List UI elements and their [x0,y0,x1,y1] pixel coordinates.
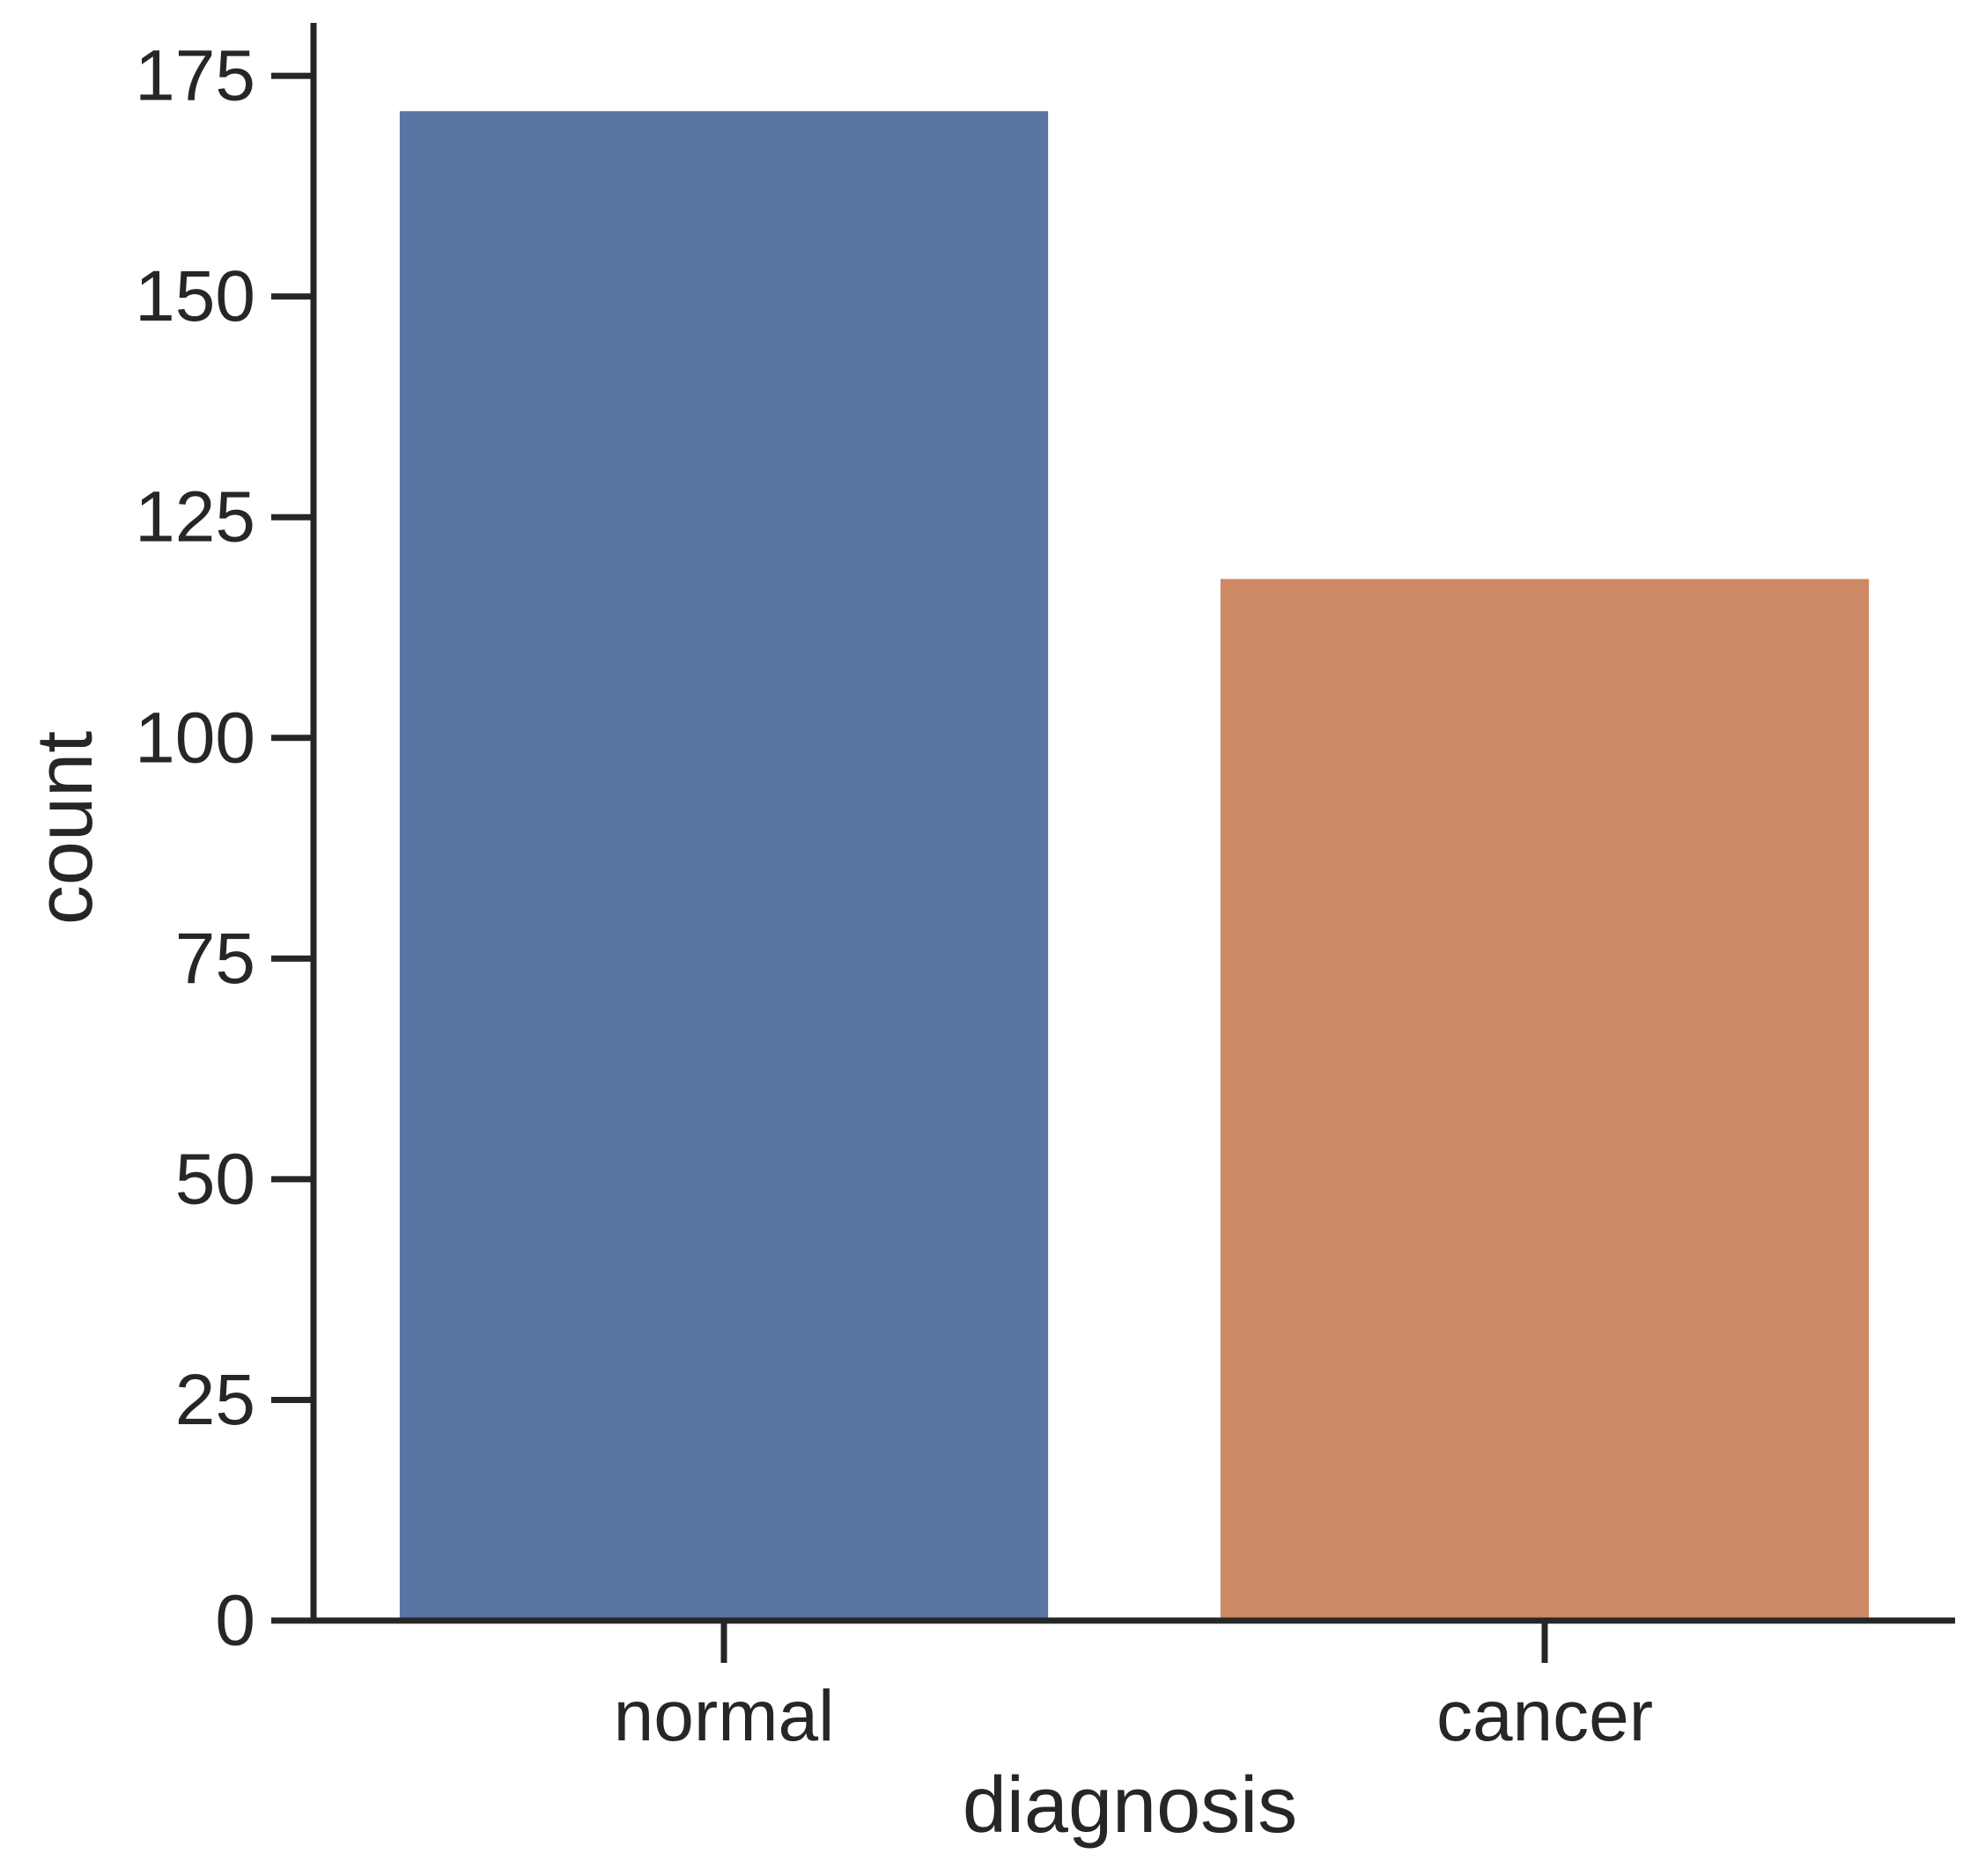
y-tick-label: 50 [175,1139,255,1219]
x-axis-label: diagnosis [963,1762,1297,1850]
y-axis-label: count [21,731,109,925]
bar-normal [399,111,1049,1621]
y-tick-label: 100 [135,698,255,778]
bars-group [399,111,1870,1621]
y-tick-label: 125 [135,477,255,558]
x-tick-label-cancer: cancer [1436,1676,1653,1756]
x-tick-label-normal: normal [614,1676,835,1756]
bar-cancer [1220,579,1870,1621]
y-tick-label: 175 [135,36,255,116]
x-ticks-group: normal cancer [614,1621,1653,1756]
y-tick-label: 0 [215,1581,255,1661]
y-tick-label: 25 [175,1360,255,1440]
y-ticks-group: 0 25 50 75 100 125 150 175 [135,36,314,1661]
y-tick-label: 150 [135,256,255,336]
y-tick-label: 75 [175,919,255,999]
axes-group [310,23,1955,1624]
